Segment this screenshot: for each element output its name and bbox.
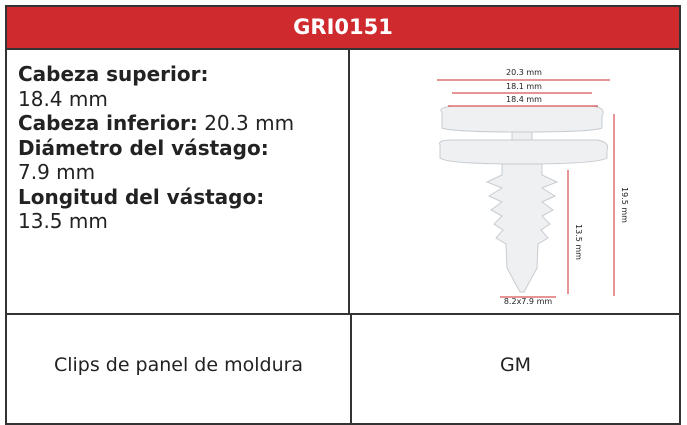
table-row: Clips de panel de moldura GM — [7, 313, 679, 425]
page: GRI0151 Cabeza superior: 18.4 mm Cabeza i… — [5, 5, 681, 425]
spec-value: 20.3 mm — [204, 111, 295, 135]
spec-label: Diámetro del vástago: — [18, 135, 269, 160]
dimension-label: 18.1 mm — [506, 82, 542, 91]
spec-value: 18.4 mm — [18, 86, 108, 111]
spec-value: 13.5 mm — [18, 209, 108, 233]
spec: Diámetro del vástago: 7.9 mm — [18, 136, 348, 185]
spec: Cabeza superior: 18.4 mm — [18, 62, 348, 111]
dimension-label: 13.5 mm — [574, 224, 583, 260]
spec-label: Cabeza inferior: — [18, 111, 198, 135]
spec: Cabeza inferior: 20.3 mm — [18, 111, 348, 136]
dimension-label: 18.4 mm — [506, 95, 542, 104]
spec-table: GRI0151 Cabeza superior: 18.4 mm Cabeza i… — [5, 5, 681, 425]
spec-label: Longitud del vástago: — [18, 184, 265, 209]
header-title: GRI0151 — [7, 7, 679, 50]
spec-label: Cabeza superior: — [18, 62, 209, 86]
dimension-label: 19.5 mm — [620, 187, 629, 223]
table-cell: GM — [499, 354, 532, 376]
clip-diagram: 20.3 mm 18.1 mm 18.4 mm 19.5 mm 13.5 mm … — [437, 68, 629, 306]
image-cell: 20.3 mm 18.1 mm 18.4 mm 19.5 mm 13.5 mm … — [352, 50, 679, 313]
dimension-label: 20.3 mm — [506, 68, 542, 77]
spec: Longitud del vástago: 13.5 mm — [18, 185, 348, 234]
dimension-label: 8.2x7.9 mm — [504, 297, 553, 306]
spec-value: 7.9 mm — [18, 160, 96, 184]
table-cell: Clips de panel de moldura — [7, 315, 352, 425]
spec-cell: Cabeza superior: 18.4 mm Cabeza inferior:… — [7, 50, 350, 313]
